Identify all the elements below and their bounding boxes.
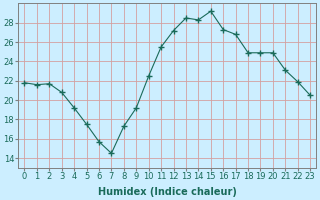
X-axis label: Humidex (Indice chaleur): Humidex (Indice chaleur)	[98, 187, 237, 197]
